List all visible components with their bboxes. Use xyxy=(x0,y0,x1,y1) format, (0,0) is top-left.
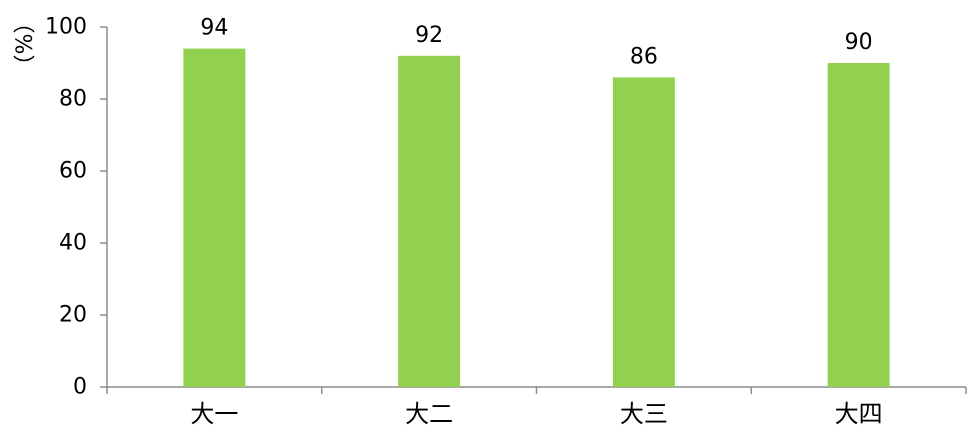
x-category-label: 大三 xyxy=(620,400,668,428)
data-label: 92 xyxy=(415,23,443,48)
y-axis-label: （%） xyxy=(10,12,35,77)
x-category-label: 大一 xyxy=(190,400,238,428)
y-tick-label: 0 xyxy=(73,375,87,400)
bar xyxy=(398,55,461,388)
labels: 0 20 40 60 80 100 94 大一 92 大二 86 大三 90 大四 xyxy=(45,15,883,429)
axes xyxy=(100,26,967,394)
bar xyxy=(827,63,890,387)
data-label: 86 xyxy=(630,44,658,69)
bars xyxy=(183,48,890,388)
x-category-label: 大四 xyxy=(835,400,883,428)
y-tick-label: 60 xyxy=(59,159,87,184)
x-category-label: 大二 xyxy=(405,400,453,428)
y-tick-label: 20 xyxy=(59,303,87,328)
data-label: 90 xyxy=(845,30,873,55)
y-tick-label: 40 xyxy=(59,231,87,256)
bar xyxy=(612,77,675,388)
bar xyxy=(183,48,246,387)
data-label: 94 xyxy=(200,16,228,41)
y-tick-label: 80 xyxy=(59,87,87,112)
y-tick-label: 100 xyxy=(45,15,87,40)
